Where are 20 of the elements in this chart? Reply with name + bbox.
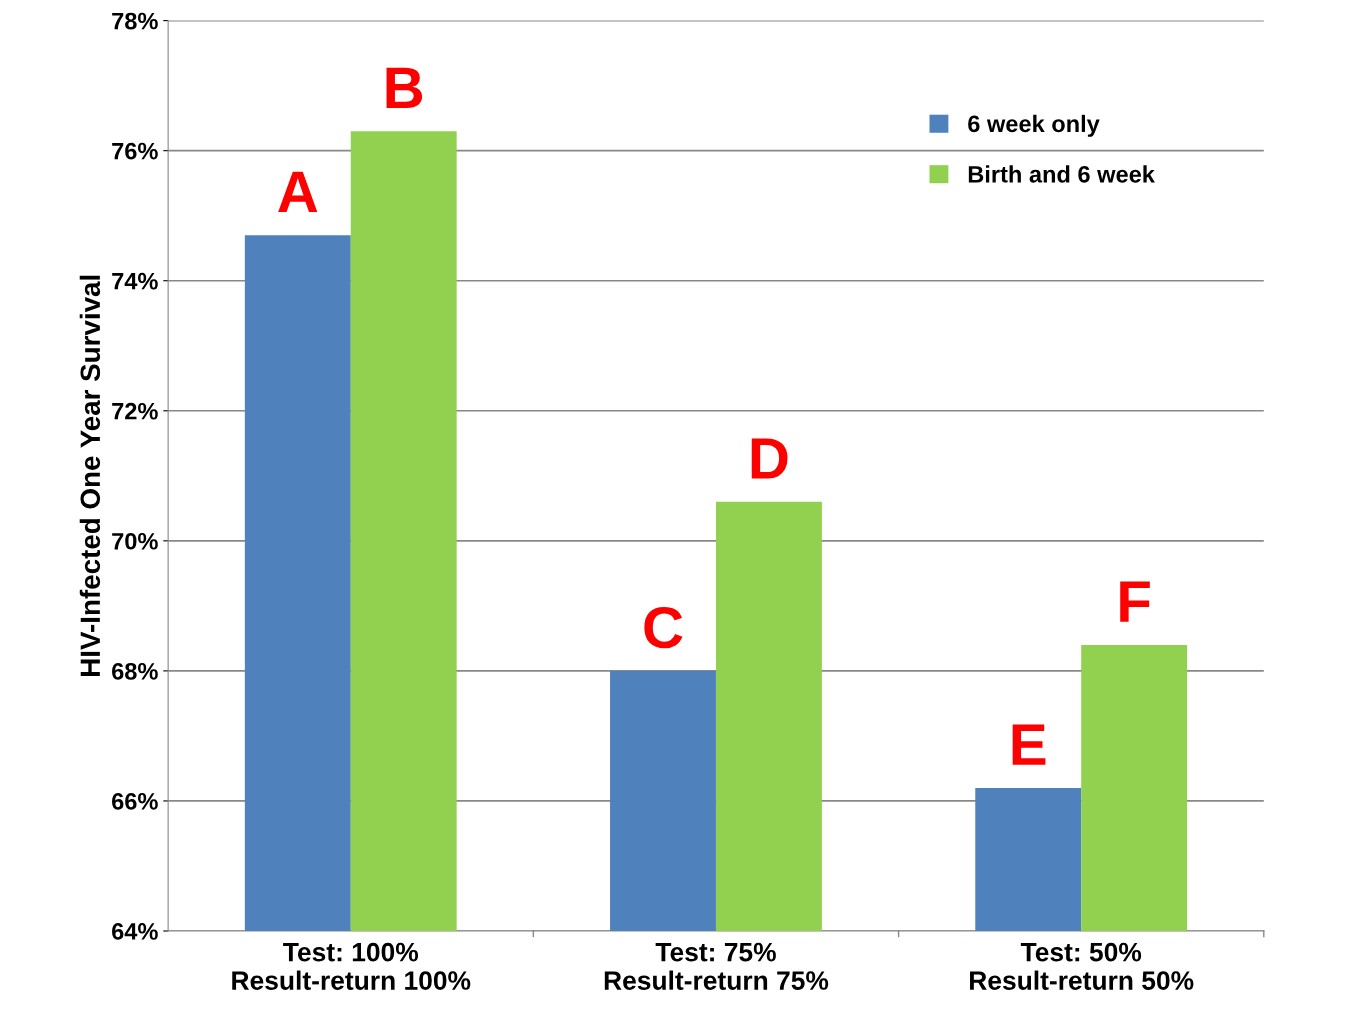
x-tick-label: Test: 75% Result-return 75%: [604, 942, 829, 990]
annotation: E: [1012, 724, 1046, 765]
annotation: F: [1120, 581, 1150, 622]
y-tick-label: 72%: [112, 402, 158, 420]
legend-label: Birth and 6 week: [968, 165, 1155, 183]
annotation: B: [386, 67, 423, 108]
legend-label: 6 week only: [968, 114, 1100, 137]
y-axis-title: HIV-Infected One Year Survival: [79, 275, 101, 676]
y-tick-label: 68%: [112, 662, 158, 680]
y-tick-label: 76%: [112, 142, 158, 160]
x-tick-label: Test: 50% Result-return 50%: [970, 942, 1194, 990]
y-tick-label: 66%: [112, 793, 158, 810]
annotation: C: [644, 606, 683, 649]
y-tick-label: 64%: [112, 923, 158, 940]
annotation: D: [751, 438, 788, 479]
y-tick-label: 70%: [112, 532, 158, 550]
x-tick-label: Test: 100% Result-return 100%: [232, 942, 471, 990]
y-tick-label: 78%: [112, 12, 158, 30]
annotation: A: [278, 171, 318, 212]
y-tick-label: 74%: [112, 272, 158, 290]
